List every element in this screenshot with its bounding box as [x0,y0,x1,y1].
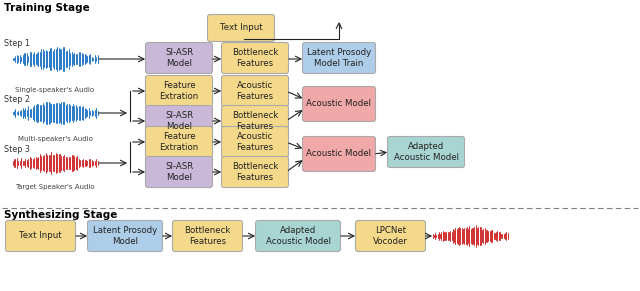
FancyBboxPatch shape [6,221,76,251]
Text: SI-ASR
Model: SI-ASR Model [165,48,193,68]
Text: Bottleneck
Features: Bottleneck Features [232,162,278,182]
Text: Bottleneck
Features: Bottleneck Features [232,48,278,68]
FancyBboxPatch shape [255,221,340,251]
Text: Acoustic Model: Acoustic Model [307,100,371,109]
FancyBboxPatch shape [355,221,426,251]
Text: Text Input: Text Input [220,24,262,33]
Text: Acoustic
Features: Acoustic Features [236,81,273,101]
Text: Training Stage: Training Stage [4,3,90,13]
FancyBboxPatch shape [173,221,243,251]
FancyBboxPatch shape [88,221,163,251]
Text: Bottleneck
Features: Bottleneck Features [232,111,278,131]
Text: LPCNet
Vocoder: LPCNet Vocoder [373,226,408,246]
Text: Single-speaker's Audio: Single-speaker's Audio [15,87,95,93]
Text: Step 1: Step 1 [4,38,30,47]
Text: Bottleneck
Features: Bottleneck Features [184,226,230,246]
FancyBboxPatch shape [221,42,289,74]
FancyBboxPatch shape [303,136,376,171]
FancyBboxPatch shape [221,106,289,136]
Text: Latent Prosody
Model Train: Latent Prosody Model Train [307,48,371,68]
Text: Feature
Extration: Feature Extration [159,81,198,101]
Text: Step 2: Step 2 [4,95,30,104]
FancyBboxPatch shape [145,157,212,187]
FancyBboxPatch shape [387,136,465,168]
FancyBboxPatch shape [303,86,376,122]
FancyBboxPatch shape [145,42,212,74]
FancyBboxPatch shape [145,106,212,136]
FancyBboxPatch shape [207,15,275,42]
Text: SI-ASR
Model: SI-ASR Model [165,162,193,182]
FancyBboxPatch shape [145,75,212,107]
Text: Synthesizing Stage: Synthesizing Stage [4,210,117,220]
Text: Text Input: Text Input [19,232,62,240]
Text: Adapted
Acoustic Model: Adapted Acoustic Model [266,226,330,246]
Text: Acoustic
Features: Acoustic Features [236,132,273,152]
FancyBboxPatch shape [303,42,376,74]
Text: Step 3: Step 3 [4,145,30,153]
FancyBboxPatch shape [145,127,212,157]
Text: Adapted
Acoustic Model: Adapted Acoustic Model [394,142,458,162]
Text: Feature
Extration: Feature Extration [159,132,198,152]
Text: Latent Prosody
Model: Latent Prosody Model [93,226,157,246]
Text: Target Speaker's Audio: Target Speaker's Audio [15,184,95,190]
FancyBboxPatch shape [221,75,289,107]
Text: SI-ASR
Model: SI-ASR Model [165,111,193,131]
Text: Acoustic Model: Acoustic Model [307,150,371,159]
FancyBboxPatch shape [221,157,289,187]
FancyBboxPatch shape [221,127,289,157]
Text: Multi-speaker's Audio: Multi-speaker's Audio [17,136,92,142]
